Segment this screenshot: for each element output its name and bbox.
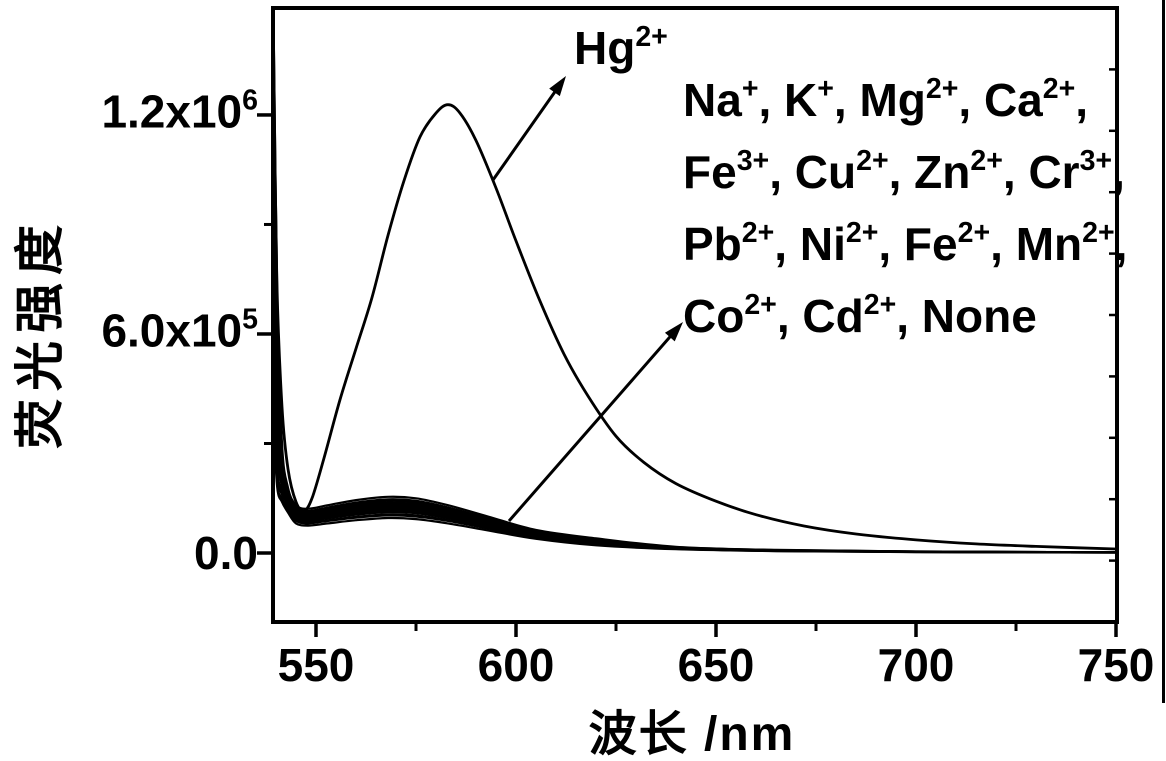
ion-text: , Fe: [878, 218, 958, 270]
y-tick-label-1.2x10: 1.2x106: [101, 84, 258, 141]
ion-legend: Na+, K+, Mg2+, Ca2+, Fe3+, Cu2+, Zn2+, Cr…: [683, 64, 1127, 352]
legend-line-2: Fe3+, Cu2+, Zn2+, Cr3+,: [683, 136, 1127, 208]
ion-text: , Cr: [1002, 146, 1080, 198]
ion-charge-superscript: 2+: [957, 217, 991, 250]
series-curve-Co2+: [273, 399, 1117, 554]
ion-text: , Mg: [833, 74, 926, 126]
ion-text: ,: [1112, 146, 1125, 198]
ion-charge-superscript: 6: [242, 84, 258, 117]
arrow-to-ion-bundle-head: [664, 322, 683, 342]
ion-charge-superscript: 2+: [1082, 217, 1115, 250]
x-tick-label-600: 600: [477, 639, 555, 691]
hg-series-label: Hg2+: [574, 21, 668, 81]
ion-text: , Ca: [958, 74, 1043, 126]
ion-charge-superscript: 2+: [1042, 73, 1076, 106]
legend-line-1: Na+, K+, Mg2+, Ca2+,: [683, 64, 1127, 136]
ion-text: , Mn: [990, 218, 1083, 270]
ion-text: , None: [896, 290, 1037, 342]
series-curve-Ni2+: [273, 341, 1117, 554]
ion-charge-superscript: 3+: [736, 145, 770, 178]
x-axis-title: 波长 /nm: [588, 708, 796, 761]
arrow-to-hg-curve-head: [549, 76, 566, 97]
ion-charge-superscript: 2+: [856, 145, 889, 178]
ion-text: ,: [1114, 218, 1128, 270]
y-axis-title: 荧光强度: [12, 217, 68, 449]
ion-charge-superscript: 2+: [741, 217, 775, 250]
series-curve-None: [273, 425, 1117, 554]
ion-text: , K: [758, 74, 818, 126]
ion-charge-superscript: 3+: [1079, 145, 1113, 178]
ion-charge-superscript: 2+: [635, 21, 668, 54]
ion-text: , Cd: [776, 290, 864, 342]
ion-charge-superscript: 2+: [744, 289, 777, 322]
series-curve-Cd2+: [273, 414, 1117, 554]
ion-charge-superscript: 5: [242, 303, 258, 336]
ion-text: Fe: [683, 146, 737, 198]
ion-text: 6.0x10: [101, 304, 243, 357]
ion-text: , Ni: [774, 218, 846, 270]
ion-charge-superscript: +: [817, 73, 834, 106]
ion-charge-superscript: 2+: [845, 217, 879, 250]
ion-text: ,: [1075, 74, 1089, 126]
ion-text: Pb: [683, 218, 742, 270]
ion-text: , Cu: [769, 146, 857, 198]
legend-line-3: Pb2+, Ni2+, Fe2+, Mn2+,: [683, 208, 1127, 280]
ion-text: Hg: [574, 22, 636, 74]
y-tick-label-6.0x10: 6.0x105: [101, 303, 258, 360]
ion-charge-superscript: 2+: [970, 145, 1003, 178]
series-curve-Hg2+: [273, 49, 1117, 551]
x-tick-label-550: 550: [277, 639, 355, 691]
ion-text: 1.2x10: [101, 85, 243, 138]
x-tick-label-650: 650: [677, 639, 755, 691]
ion-text: Na: [683, 74, 742, 126]
curves-group: [273, 23, 1117, 554]
series-curve-Mn2+: [273, 385, 1117, 554]
y-tick-label-0.0: 0.0: [194, 530, 258, 576]
legend-line-4: Co2+, Cd2+, None: [683, 280, 1127, 352]
arrow-to-hg-curve-line: [491, 88, 559, 181]
arrow-to-ion-bundle-line: [507, 333, 674, 522]
ion-charge-superscript: 2+: [925, 73, 959, 106]
x-tick-label-750: 750: [1077, 639, 1155, 691]
ion-text: Co: [683, 290, 745, 342]
series-curve-Fe2+: [273, 363, 1117, 554]
x-tick-label-700: 700: [877, 639, 955, 691]
ion-charge-superscript: 2+: [863, 289, 897, 322]
ion-charge-superscript: +: [741, 73, 759, 106]
ion-text: , Zn: [888, 146, 971, 198]
ion-text: 0.0: [194, 527, 258, 579]
